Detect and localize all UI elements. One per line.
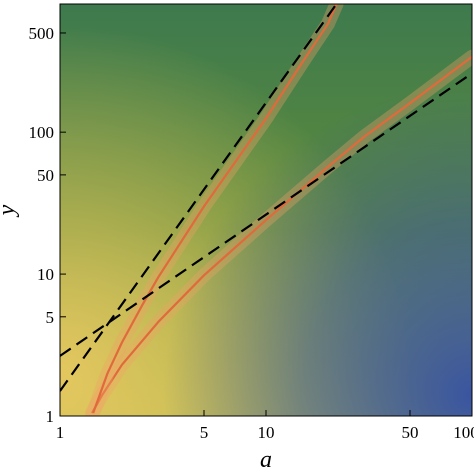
series-layer <box>60 4 472 416</box>
heatmap-low-region <box>60 4 472 416</box>
y-tick-label: 1 <box>46 407 55 426</box>
y-axis-ticks: 1 5 10 50 100 500 <box>29 24 66 426</box>
y-axis-title: y <box>0 204 20 217</box>
x-axis-title: a <box>260 447 272 473</box>
y-tick-label: 100 <box>29 123 55 142</box>
y-tick-label: 5 <box>46 308 55 327</box>
heatmap-background <box>60 4 472 416</box>
x-tick-label: 100 <box>453 423 474 442</box>
y-tick-label: 10 <box>37 265 54 284</box>
dashed-asymptote-4 <box>60 72 472 357</box>
y-tick-label: 500 <box>29 24 55 43</box>
x-tick-label: 50 <box>401 423 418 442</box>
y-tick-label: 50 <box>37 166 54 185</box>
x-tick-label: 5 <box>200 423 209 442</box>
solid-curve-2 <box>92 4 338 414</box>
x-tick-label: 10 <box>258 423 275 442</box>
x-tick-label: 1 <box>56 423 65 442</box>
x-axis-ticks: 1 5 10 50 100 <box>56 410 474 442</box>
solid-curve-1 <box>91 55 472 414</box>
